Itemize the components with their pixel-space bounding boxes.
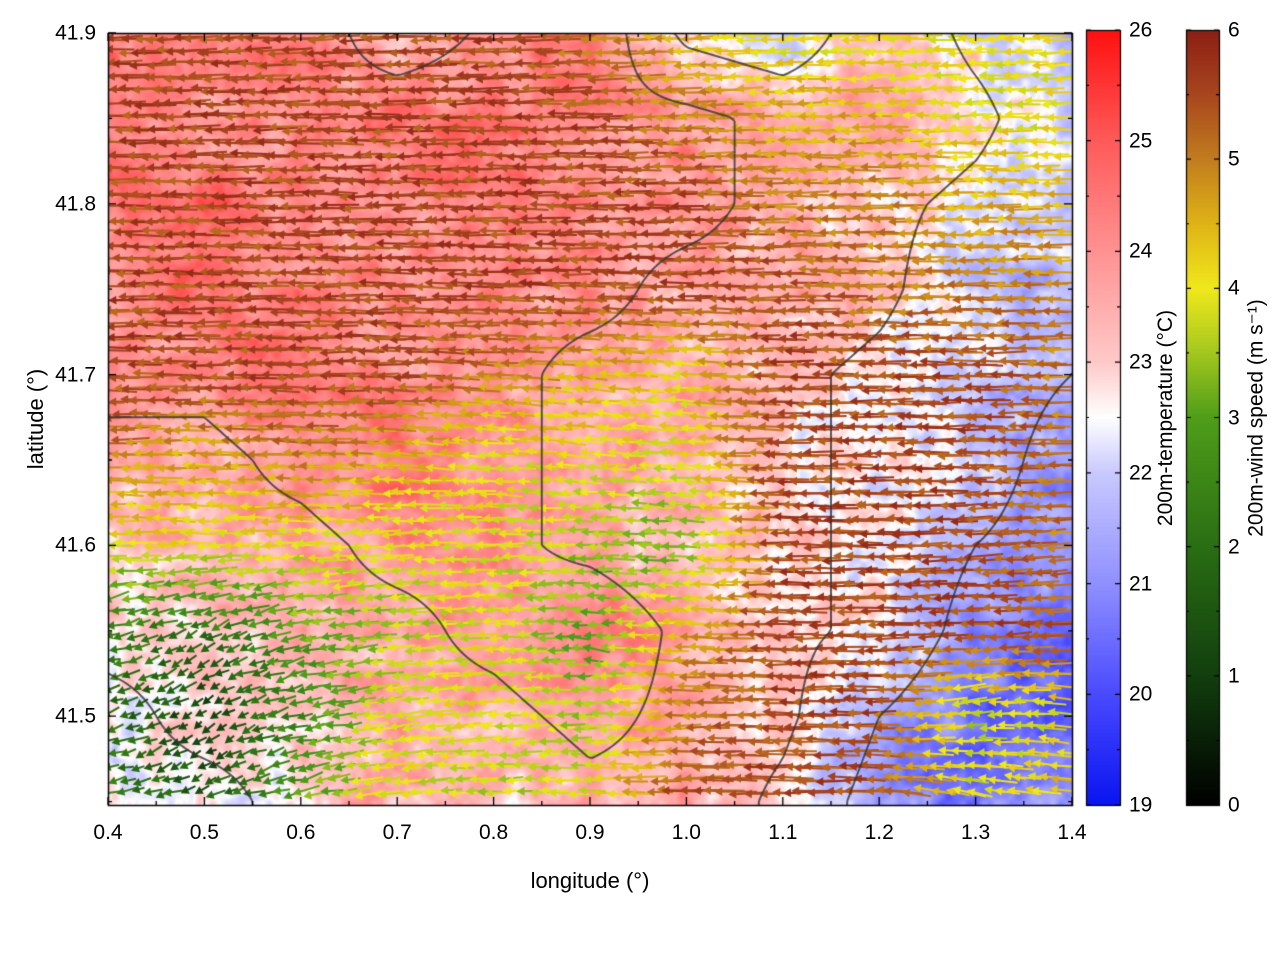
y-tick-label: 41.6 [55, 533, 96, 557]
x-tick-label: 0.4 [93, 821, 123, 844]
x-axis-label: longitude (°) [530, 868, 650, 893]
wind-colorbar-tick-label: 5 [1228, 147, 1240, 171]
temperature-colorbar-tick-label: 25 [1129, 129, 1153, 153]
x-tick-label: 1.4 [1057, 821, 1087, 844]
x-tick-label: 0.7 [382, 821, 412, 844]
wind-colorbar-tick-label: 6 [1228, 18, 1240, 42]
temperature-colorbar-tick-label: 19 [1129, 793, 1153, 817]
y-tick-label: 41.5 [55, 704, 96, 728]
temperature-colorbar-tick-label: 23 [1129, 350, 1153, 374]
x-tick-label: 1.2 [864, 821, 894, 844]
wind-colorbar-tick-label: 4 [1228, 276, 1240, 300]
wind-colorbar-tick-label: 3 [1228, 406, 1240, 429]
temperature-colorbar-tick-label: 21 [1129, 572, 1153, 596]
wind-colorbar-tick-label: 0 [1228, 793, 1240, 817]
wind-colorbar-label: 200m-wind speed (m s⁻¹) [1244, 299, 1268, 537]
temperature-colorbar-tick-label: 24 [1129, 239, 1153, 263]
x-tick-label: 1.1 [768, 821, 798, 844]
temperature-colorbar-label: 200m-temperature (°C) [1154, 309, 1177, 527]
x-tick-label: 0.8 [478, 821, 509, 844]
temperature-colorbar-tick-label: 20 [1129, 682, 1153, 706]
wind-colorbar-tick-label: 2 [1228, 535, 1240, 559]
x-tick-label: 0.9 [575, 821, 605, 844]
temperature-colorbar-tick-label: 22 [1129, 461, 1153, 485]
wind-colorbar-tick-label: 1 [1228, 664, 1240, 688]
y-axis-label: latitude (°) [23, 368, 48, 470]
x-tick-label: 0.6 [286, 821, 316, 844]
x-tick-label: 0.5 [189, 821, 219, 844]
x-tick-label: 1.0 [671, 821, 701, 844]
y-tick-label: 41.9 [55, 21, 96, 45]
y-tick-label: 41.8 [55, 192, 96, 216]
y-tick-label: 41.7 [55, 363, 96, 387]
x-tick-label: 1.3 [960, 821, 991, 844]
temperature-colorbar-tick-label: 26 [1129, 18, 1153, 42]
